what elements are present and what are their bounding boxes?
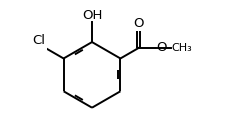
- Text: Cl: Cl: [32, 34, 45, 47]
- Text: O: O: [155, 41, 166, 55]
- Text: O: O: [133, 17, 143, 30]
- Text: OH: OH: [81, 9, 102, 22]
- Text: CH₃: CH₃: [171, 43, 191, 53]
